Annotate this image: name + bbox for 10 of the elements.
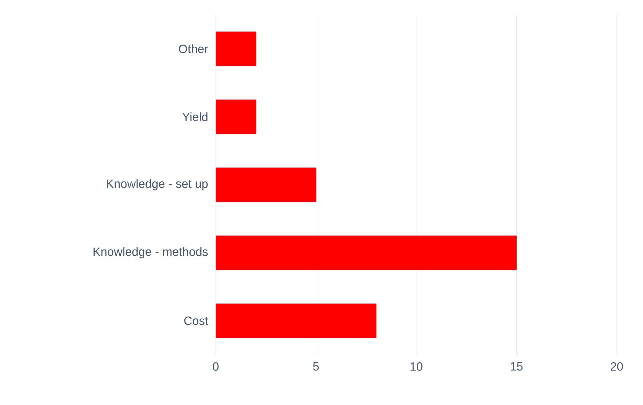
y-tick-label: Other bbox=[179, 44, 208, 54]
x-tick-label: 15 bbox=[511, 362, 523, 371]
y-tick-label: Yield bbox=[182, 112, 208, 122]
x-tick-label: 0 bbox=[213, 362, 219, 371]
y-tick-label: Cost bbox=[184, 316, 208, 326]
y-tick-label: Knowledge - set up bbox=[107, 179, 208, 191]
y-tick-label: Knowledge - methods bbox=[94, 247, 208, 259]
x-tick-label: 5 bbox=[313, 362, 320, 371]
x-tick-label: 10 bbox=[410, 362, 423, 371]
x-tick-label: 20 bbox=[610, 362, 624, 371]
